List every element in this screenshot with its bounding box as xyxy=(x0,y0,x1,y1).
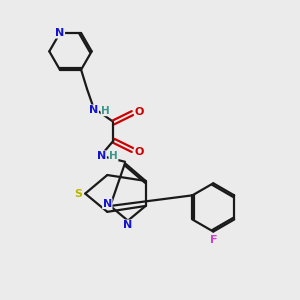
Text: O: O xyxy=(134,147,144,157)
Text: H: H xyxy=(101,106,110,116)
Text: H: H xyxy=(109,151,118,161)
Text: F: F xyxy=(210,235,218,245)
Text: N: N xyxy=(103,199,112,208)
Text: N: N xyxy=(97,151,106,161)
Text: N: N xyxy=(89,105,98,115)
Text: N: N xyxy=(123,220,133,230)
Text: O: O xyxy=(134,106,144,116)
Text: N: N xyxy=(55,28,64,38)
Text: S: S xyxy=(75,189,83,199)
